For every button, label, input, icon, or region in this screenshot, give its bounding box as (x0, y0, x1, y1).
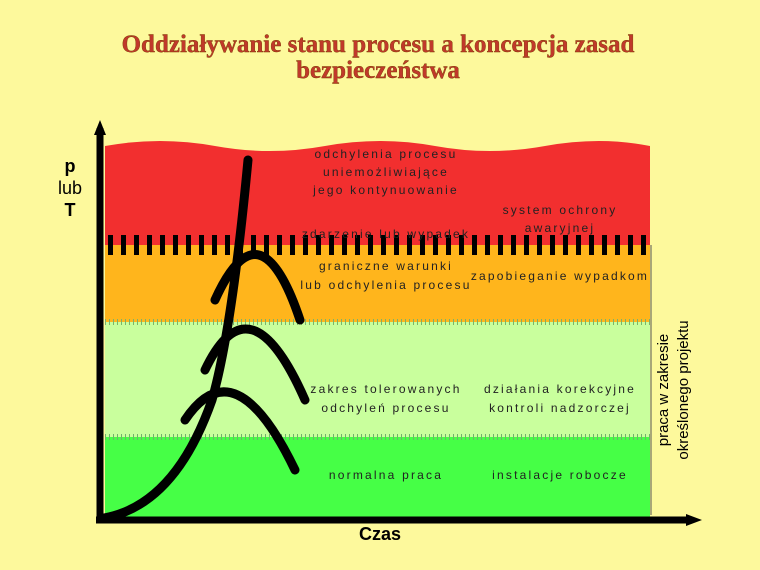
y-label: lub (58, 178, 82, 198)
x-arrow (686, 514, 702, 526)
y-label: p (65, 156, 76, 176)
peak-curve (200, 324, 310, 405)
title-line: Oddziaływanie stanu procesu a koncepcja … (122, 31, 635, 58)
right-label: praca w zakresie (655, 334, 672, 447)
zone-text: odchyleń procesu (321, 401, 450, 415)
zone-text: odchylenia procesu (314, 147, 457, 161)
title-line: bezpieczeństwa (296, 57, 460, 84)
zone-text: uniemożliwiające (323, 165, 449, 179)
curves (99, 155, 310, 523)
orange-zone (105, 245, 650, 322)
zone-text: zdarzenie lub wypadek (302, 227, 470, 241)
zone-text: lub odchylenia procesu (300, 278, 471, 292)
y-arrow (94, 120, 106, 135)
zone-text: graniczne warunki (319, 259, 453, 273)
rising-curve (99, 155, 253, 523)
y-label: T (65, 200, 76, 220)
right-label: określonego projektu (675, 320, 692, 459)
peak-curve (180, 387, 300, 475)
x-label: Czas (359, 524, 401, 544)
zone-text: zapobieganie wypadkom (471, 269, 649, 283)
light-green-zone (105, 322, 650, 437)
zone-text: normalna praca (329, 468, 443, 482)
zone-text: system ochrony (503, 203, 618, 217)
zone-text: kontroli nadzorczej (489, 401, 631, 415)
zone-text: awaryjnej (525, 221, 596, 235)
green-zone (105, 437, 650, 520)
zone-text: jego kontynuowanie (312, 183, 459, 197)
zone-text: działania korekcyjne (484, 382, 636, 396)
peak-curve (210, 250, 305, 325)
zone-text: instalacje robocze (492, 468, 628, 482)
zone-text: zakres tolerowanych (310, 382, 461, 396)
